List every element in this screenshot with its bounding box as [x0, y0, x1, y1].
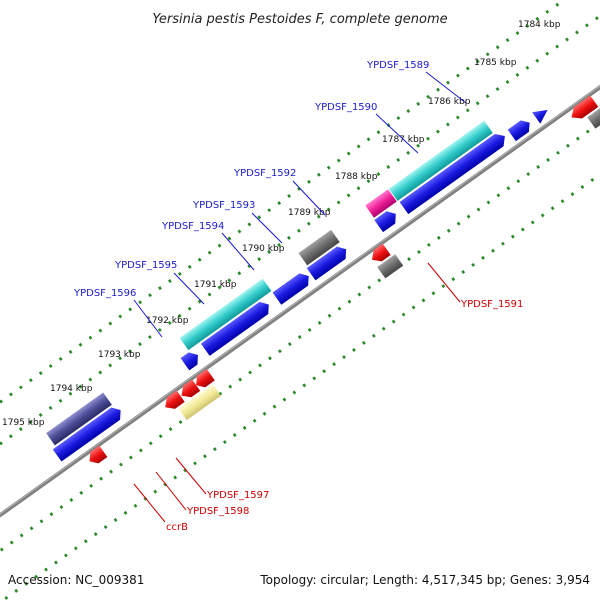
genome-backbone	[0, 37, 600, 564]
callout-line	[173, 272, 205, 305]
callout-line	[425, 71, 467, 104]
gene-label-ypdsf-1597[interactable]: YPDSF_1597	[206, 490, 269, 501]
gene-label-ypdsf-1595[interactable]: YPDSF_1595	[114, 260, 177, 271]
forward-gene-labels: YPDSF_1589 YPDSF_1590 YPDSF_1592 YPDSF_1…	[73, 60, 429, 299]
forward-cds-bar[interactable]	[46, 392, 112, 446]
callout-line	[427, 262, 461, 303]
forward-cds-bar[interactable]	[388, 120, 493, 201]
forward-cds-arrow[interactable]	[272, 270, 313, 305]
forward-cds-arrow[interactable]	[399, 130, 510, 215]
forward-cds-arrow[interactable]	[52, 404, 125, 462]
reverse-cds-bar[interactable]	[377, 254, 404, 279]
callout-line	[155, 471, 187, 511]
scale-label: 1785 kbp	[474, 58, 517, 68]
gene-label-ypdsf-1594[interactable]: YPDSF_1594	[161, 221, 224, 232]
scale-label: 1794 kbp	[50, 384, 93, 394]
scale-label: 1789 kbp	[288, 208, 331, 218]
forward-cds-bar[interactable]	[365, 189, 397, 218]
genome-backbone-highlight	[0, 38, 600, 562]
scale-label: 1788 kbp	[335, 172, 378, 182]
forward-cds-arrow[interactable]	[200, 298, 273, 356]
reverse-cds-bar[interactable]	[587, 105, 600, 129]
callout-line	[375, 113, 419, 154]
scale-label: 1792 kbp	[146, 316, 189, 326]
gene-label-ccrb[interactable]: ccrB	[166, 522, 188, 533]
reverse-cds-arrow[interactable]	[161, 390, 185, 412]
scale-label: 1795 kbp	[2, 418, 45, 428]
accession-text: Accession: NC_009381	[8, 573, 145, 587]
reverse-cds-bar[interactable]	[178, 384, 221, 421]
reverse-cds-arrow[interactable]	[567, 95, 599, 123]
map-title: Yersinia pestis Pestoides F, complete ge…	[152, 12, 447, 27]
gene-label-ypdsf-1589[interactable]: YPDSF_1589	[366, 60, 429, 71]
gene-label-ypdsf-1598[interactable]: YPDSF_1598	[186, 506, 249, 517]
gene-label-ypdsf-1591[interactable]: YPDSF_1591	[460, 299, 523, 310]
forward-cds-bar[interactable]	[179, 278, 272, 351]
topology-text: Topology: circular; Length: 4,517,345 bp…	[260, 573, 590, 587]
inner-tick-row-near	[0, 61, 600, 587]
forward-cds-arrow[interactable]	[306, 243, 351, 281]
reverse-gene-labels: YPDSF_1591 YPDSF_1597 YPDSF_1598 ccrB	[166, 299, 523, 533]
reverse-cds-arrow[interactable]	[192, 368, 215, 391]
callout-line	[251, 212, 283, 244]
forward-gene-callouts	[133, 71, 467, 338]
reverse-features	[85, 95, 600, 467]
scale-labels: 1784 kbp 1785 kbp 1786 kbp 1787 kbp 1788…	[2, 20, 561, 428]
callout-line	[133, 299, 163, 338]
scale-label: 1784 kbp	[518, 20, 561, 30]
gene-label-ypdsf-1596[interactable]: YPDSF_1596	[73, 288, 136, 299]
forward-cds-arrow[interactable]	[507, 117, 534, 142]
forward-features	[46, 104, 552, 462]
reverse-cds-arrow[interactable]	[177, 379, 201, 401]
forward-cds-arrow[interactable]	[374, 208, 400, 233]
scale-label: 1793 kbp	[98, 350, 141, 360]
scale-label: 1790 kbp	[242, 244, 285, 254]
forward-cds-arrow[interactable]	[180, 349, 203, 371]
callout-line	[221, 232, 255, 271]
scale-label: 1786 kbp	[428, 97, 471, 107]
callout-line	[175, 457, 207, 495]
inner-tick-row-far	[0, 96, 600, 600]
forward-cds-arrow[interactable]	[532, 104, 552, 124]
reverse-gene-callouts	[133, 262, 461, 523]
scale-label: 1791 kbp	[194, 280, 237, 290]
callout-line	[133, 483, 166, 523]
gene-label-ypdsf-1592[interactable]: YPDSF_1592	[233, 168, 296, 179]
gene-label-ypdsf-1590[interactable]: YPDSF_1590	[314, 102, 377, 113]
gene-label-ypdsf-1593[interactable]: YPDSF_1593	[192, 200, 255, 211]
callout-line	[292, 180, 326, 216]
forward-cds-bar[interactable]	[298, 229, 340, 266]
reverse-cds-arrow[interactable]	[85, 445, 108, 467]
reverse-cds-arrow[interactable]	[368, 243, 391, 266]
